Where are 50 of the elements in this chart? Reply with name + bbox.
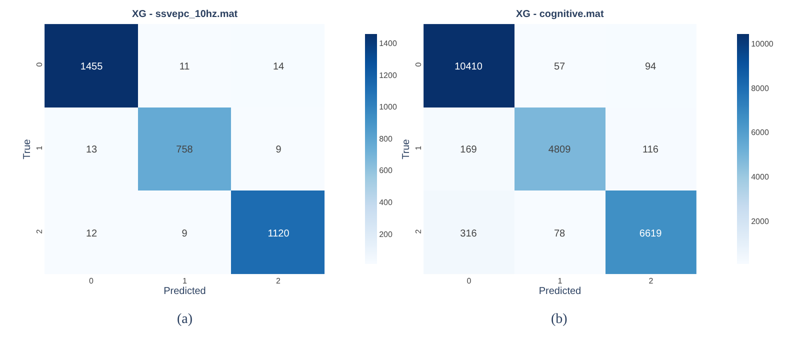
data-label: 9	[182, 228, 188, 240]
data-label: 94	[644, 62, 657, 73]
color-bar-label: 1400	[379, 38, 398, 48]
y-tick-label: 2	[414, 228, 423, 234]
color-bar-label: 600	[379, 166, 393, 176]
data-label: 12	[86, 228, 98, 240]
data-label: 78	[554, 228, 566, 240]
x-tick-label: 0	[466, 276, 472, 286]
data-label: 11	[179, 62, 190, 73]
y-axis-title: True	[400, 138, 412, 160]
y-tick-label: 0	[414, 62, 423, 67]
data-label: 14	[272, 62, 285, 73]
y-tick-label: 0	[34, 62, 44, 67]
x-tick-label: 1	[558, 276, 563, 286]
color-bar-label: 8000	[751, 84, 770, 93]
data-label: 1455	[80, 62, 104, 73]
x-tick-label: 0	[89, 276, 94, 286]
y-axis-title: True	[22, 138, 33, 160]
y-tick-label: 1	[34, 145, 44, 150]
color-bar-label: 4000	[751, 172, 770, 182]
data-label: 1120	[268, 228, 290, 240]
x-tick-label: 2	[276, 276, 282, 286]
data-label: 169	[460, 144, 478, 156]
data-label: 4809	[548, 144, 572, 156]
data-label: 6619	[639, 228, 662, 240]
text: (a)	[177, 312, 193, 327]
x-tick-label: 1	[182, 276, 188, 286]
data-label: 10410	[454, 62, 483, 73]
color-bar-label: 2000	[751, 217, 770, 226]
color-bar-label: 10000	[751, 39, 774, 48]
data-label: 116	[642, 144, 659, 156]
color-bar-label: 1200	[379, 70, 398, 80]
chart-title: XG - cognitive.mat	[516, 9, 604, 20]
chart-title: XG - ssvepc_10hz.mat	[132, 9, 238, 20]
color-bar-label: 1000	[379, 102, 398, 112]
color-bar-label: 6000	[751, 128, 770, 138]
color-bar-label: 400	[379, 198, 393, 208]
y-tick-label: 1	[414, 145, 423, 150]
y-tick-label: 2	[34, 228, 44, 234]
color-bar-label: 200	[379, 230, 393, 239]
color-bar-label: 800	[379, 134, 393, 144]
data-label: 758	[176, 144, 194, 156]
x-tick-label: 2	[648, 276, 654, 286]
data-label: 9	[276, 144, 282, 156]
x-axis-title: Predicted	[538, 286, 582, 297]
data-label: 57	[554, 62, 566, 73]
x-axis-title: Predicted	[164, 286, 206, 297]
text: (b)	[551, 312, 568, 327]
data-label: 13	[86, 144, 98, 156]
data-label: 316	[460, 228, 478, 240]
